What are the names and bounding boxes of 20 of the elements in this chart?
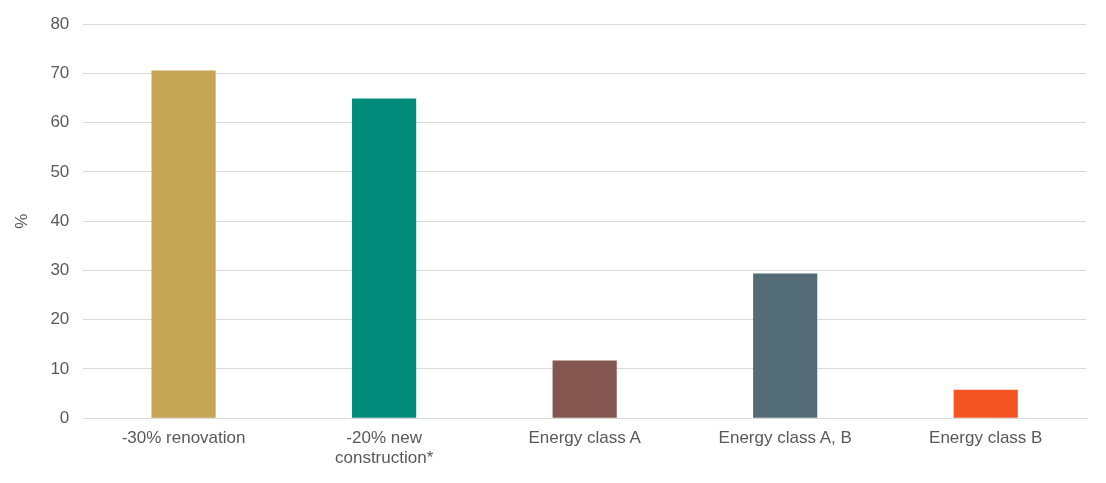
- y-tick-label: 20: [50, 309, 70, 329]
- y-tick-label: 60: [50, 112, 70, 132]
- y-tick-label: 30: [50, 260, 70, 280]
- x-tick-label: -20% new construction*: [334, 428, 434, 468]
- x-tick-label: -30% renovation: [121, 428, 246, 448]
- y-tick-label: 40: [50, 210, 70, 230]
- y-tick-label: 0: [59, 407, 70, 427]
- x-tick-label: Energy class A: [528, 428, 642, 448]
- bar: [352, 98, 417, 418]
- y-tick-label: 50: [50, 161, 70, 181]
- x-tick-label: Energy class A, B: [718, 428, 852, 448]
- y-axis-title: %: [11, 213, 31, 229]
- y-tick-label: 70: [50, 63, 70, 83]
- y-tick-label: 10: [50, 358, 70, 378]
- bar: [552, 360, 617, 418]
- x-tick-label: Energy class B: [929, 428, 1043, 448]
- bar: [151, 70, 216, 418]
- bar: [753, 273, 818, 418]
- bar: [953, 389, 1018, 418]
- y-tick-label: 80: [50, 13, 70, 33]
